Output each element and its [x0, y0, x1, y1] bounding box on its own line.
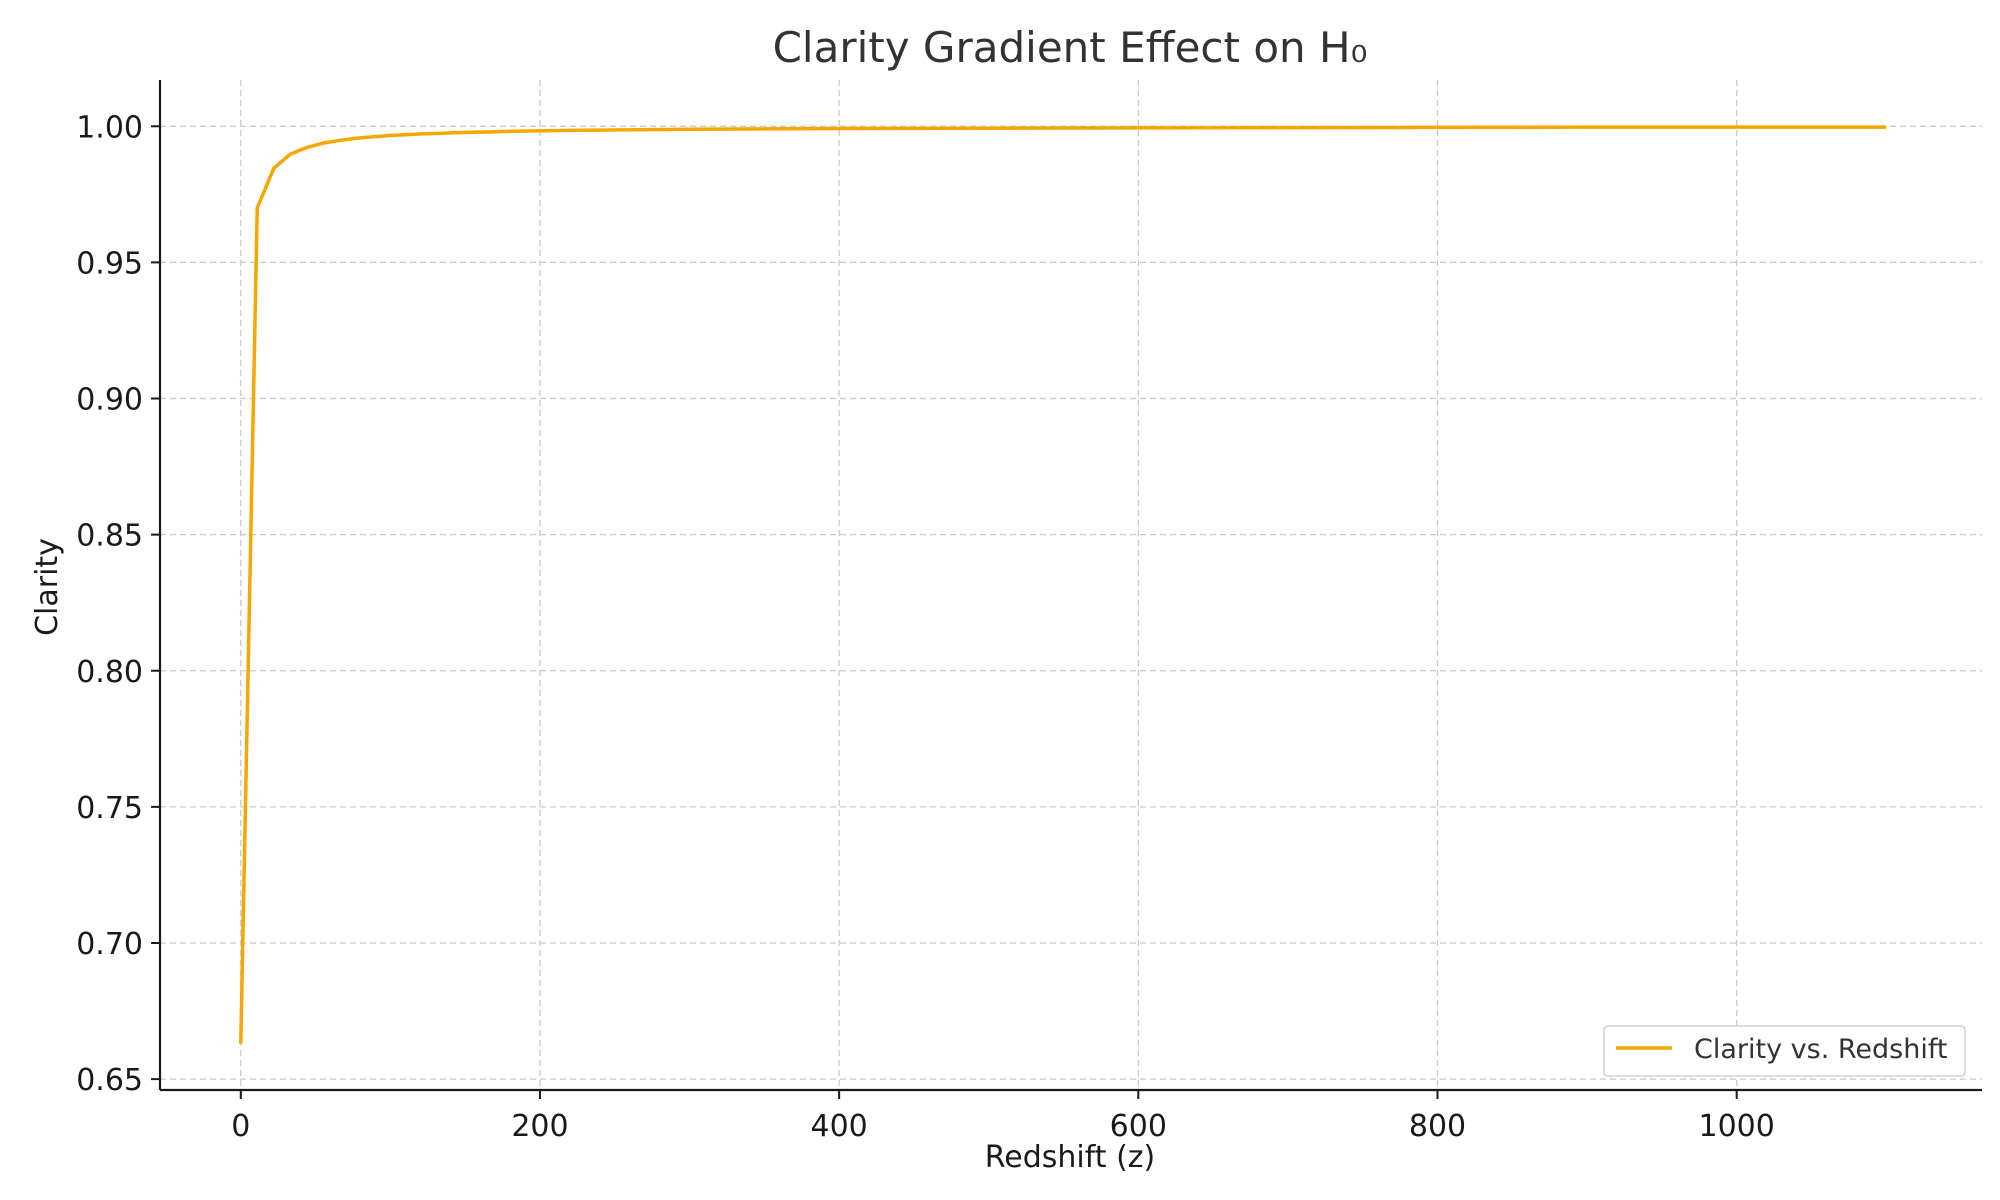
- legend-label: Clarity vs. Redshift: [1694, 1034, 1947, 1065]
- y-tick-label: 0.95: [76, 246, 143, 281]
- x-tick-label: 400: [811, 1109, 868, 1144]
- series-layer: [239, 125, 1887, 1044]
- x-tick-label: 800: [1409, 1109, 1466, 1144]
- y-tick-label: 0.90: [76, 383, 143, 418]
- grid: [160, 80, 1982, 1090]
- y-tick-label: 0.75: [76, 791, 143, 826]
- axes: [158, 80, 1982, 1092]
- legend-box: [1603, 1025, 1966, 1077]
- y-tick-label: 0.85: [76, 519, 143, 554]
- x-tick-label: 600: [1110, 1109, 1167, 1144]
- ticks: 0 200 400 600 800 1000 0.65 0.70 0.75 0.80 0.85 0.9…: [76, 110, 1775, 1144]
- x-tick-label: 0: [231, 1109, 250, 1144]
- y-tick-label: 0.65: [76, 1063, 143, 1098]
- y-tick-label: 0.80: [76, 655, 143, 690]
- x-tick-label: 1000: [1698, 1109, 1774, 1144]
- legend: Clarity vs. Redshift: [1603, 1025, 1966, 1077]
- y-tick-label: 0.70: [76, 927, 143, 962]
- chart-title: Clarity Gradient Effect on H₀: [773, 23, 1368, 72]
- series-line: [239, 125, 1887, 1044]
- x-tick-label: 200: [511, 1109, 568, 1144]
- y-tick-label: 1.00: [76, 110, 143, 145]
- x-axis-title: Redshift (z): [985, 1140, 1155, 1175]
- y-axis-title: Clarity: [30, 538, 65, 636]
